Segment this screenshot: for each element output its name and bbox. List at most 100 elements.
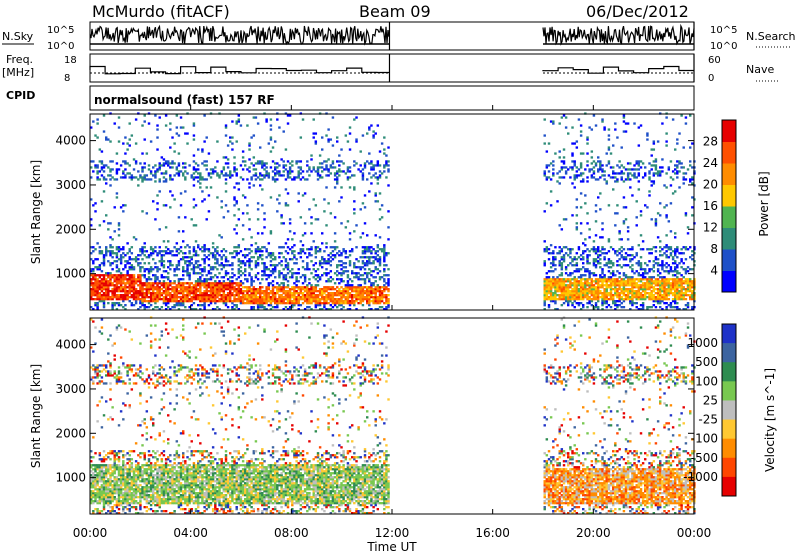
range-time-cell bbox=[175, 304, 179, 307]
range-time-cell bbox=[177, 134, 181, 137]
range-time-cell bbox=[231, 302, 234, 305]
range-time-cell bbox=[686, 284, 690, 287]
range-time-cell bbox=[134, 290, 138, 293]
range-time-cell bbox=[560, 272, 564, 275]
range-time-cell bbox=[92, 472, 95, 475]
range-time-cell bbox=[199, 186, 202, 189]
range-time-cell bbox=[368, 128, 371, 131]
range-time-cell bbox=[586, 248, 589, 251]
range-time-cell bbox=[671, 170, 675, 173]
range-time-cell bbox=[259, 306, 262, 309]
range-time-cell bbox=[194, 284, 198, 287]
range-time-cell bbox=[569, 282, 572, 285]
range-time-cell bbox=[543, 210, 546, 213]
range-time-cell bbox=[601, 228, 604, 231]
range-time-cell bbox=[192, 166, 196, 169]
range-time-cell bbox=[194, 266, 198, 269]
range-time-cell bbox=[325, 186, 328, 189]
range-time-cell bbox=[186, 172, 189, 175]
range-time-cell bbox=[109, 222, 112, 225]
range-time-cell bbox=[689, 286, 692, 289]
range-time-cell bbox=[254, 298, 258, 301]
range-time-cell bbox=[182, 240, 185, 243]
range-time-cell bbox=[325, 300, 328, 303]
range-time-cell bbox=[175, 114, 179, 117]
range-time-cell bbox=[582, 258, 585, 261]
range-time-cell bbox=[385, 282, 388, 285]
range-time-cell bbox=[554, 308, 557, 311]
range-time-cell bbox=[609, 176, 613, 179]
range-time-cell bbox=[552, 264, 555, 267]
range-time-cell bbox=[641, 278, 645, 281]
range-time-cell bbox=[154, 172, 157, 175]
range-time-cell bbox=[637, 278, 641, 281]
range-time-cell bbox=[216, 306, 219, 309]
range-time-cell bbox=[616, 284, 619, 287]
range-time-cell bbox=[182, 274, 185, 277]
range-time-cell bbox=[177, 280, 181, 283]
range-time-cell bbox=[203, 250, 206, 253]
range-time-cell bbox=[385, 176, 388, 179]
range-time-cell bbox=[327, 174, 330, 177]
range-time-cell bbox=[102, 286, 106, 289]
range-time-cell bbox=[280, 222, 283, 225]
range-time-cell bbox=[293, 292, 296, 295]
range-time-cell bbox=[224, 288, 228, 291]
range-time-cell bbox=[597, 160, 600, 163]
range-time-cell bbox=[543, 284, 546, 287]
range-time-cell bbox=[149, 178, 153, 181]
range-time-cell bbox=[582, 284, 585, 287]
range-time-cell bbox=[573, 296, 576, 299]
range-time-cell bbox=[254, 294, 258, 297]
range-time-cell bbox=[293, 256, 296, 259]
range-time-cell bbox=[90, 450, 93, 453]
freq-label: Freq. bbox=[6, 53, 33, 66]
range-time-cell bbox=[169, 178, 172, 181]
range-time-cell bbox=[105, 252, 108, 255]
range-time-cell bbox=[654, 284, 658, 287]
range-time-cell bbox=[543, 280, 546, 283]
range-time-cell bbox=[288, 290, 292, 293]
range-time-cell bbox=[130, 288, 134, 291]
range-time-cell bbox=[269, 252, 273, 255]
range-time-cell bbox=[143, 288, 146, 291]
range-time-cell bbox=[556, 276, 559, 279]
range-time-cell bbox=[622, 172, 626, 175]
range-time-cell bbox=[226, 166, 230, 169]
range-time-cell bbox=[592, 172, 596, 175]
range-time-cell bbox=[288, 222, 292, 225]
range-time-cell bbox=[122, 298, 125, 301]
range-time-cell bbox=[372, 282, 375, 285]
range-time-cell bbox=[310, 286, 313, 289]
range-time-cell bbox=[560, 116, 564, 119]
range-time-cell bbox=[674, 286, 677, 289]
range-time-cell bbox=[575, 198, 579, 201]
range-time-cell bbox=[641, 294, 645, 297]
range-time-cell bbox=[205, 280, 208, 283]
range-time-cell bbox=[167, 252, 170, 255]
range-time-cell bbox=[299, 298, 303, 301]
range-time-cell bbox=[171, 194, 174, 197]
range-time-cell bbox=[250, 306, 253, 309]
range-time-cell bbox=[338, 170, 341, 173]
range-time-cell bbox=[680, 296, 683, 299]
range-time-cell bbox=[280, 174, 283, 177]
range-time-cell bbox=[115, 252, 119, 255]
range-time-cell bbox=[186, 290, 189, 293]
range-time-cell bbox=[558, 252, 561, 255]
range-time-cell bbox=[147, 276, 151, 279]
range-time-cell bbox=[160, 156, 164, 159]
range-time-cell bbox=[652, 172, 656, 175]
range-time-cell bbox=[265, 296, 268, 299]
range-time-cell bbox=[156, 282, 159, 285]
range-time-cell bbox=[577, 298, 581, 301]
range-time-cell bbox=[552, 286, 555, 289]
range-time-cell bbox=[680, 162, 683, 165]
range-time-cell bbox=[182, 270, 185, 273]
range-time-cell bbox=[303, 222, 307, 225]
range-time-cell bbox=[115, 298, 119, 301]
range-time-cell bbox=[582, 278, 585, 281]
range-time-cell bbox=[286, 286, 290, 289]
range-time-cell bbox=[90, 470, 93, 473]
colorbar-swatch bbox=[722, 141, 736, 164]
